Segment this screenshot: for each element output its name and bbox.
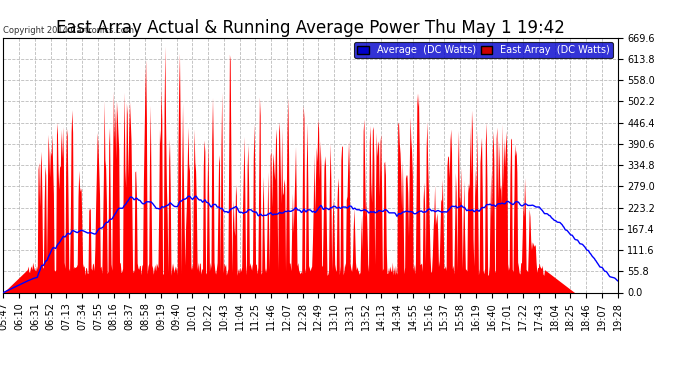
Legend: Average  (DC Watts), East Array  (DC Watts): Average (DC Watts), East Array (DC Watts… <box>354 42 613 58</box>
Text: Copyright 2014 Cartronics.com: Copyright 2014 Cartronics.com <box>3 26 135 35</box>
Title: East Array Actual & Running Average Power Thu May 1 19:42: East Array Actual & Running Average Powe… <box>56 20 565 38</box>
